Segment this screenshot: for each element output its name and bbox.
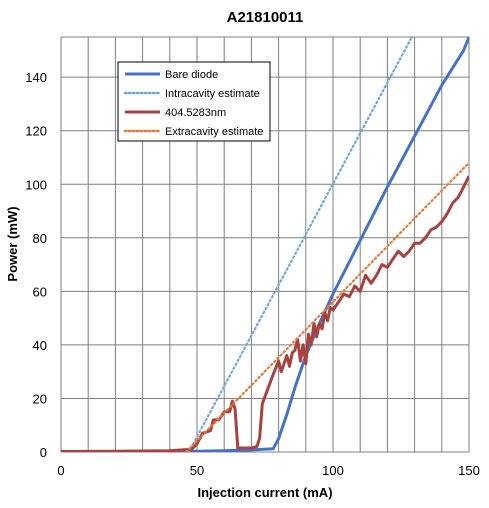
tick-labels: 0 50 100 150 0 20 40 60 80 100 120 140 [25,70,480,478]
plot-area [60,36,470,453]
y-tick-label: 0 [40,445,47,460]
y-tick-label: 60 [33,284,47,299]
y-axis-title: Power (mW) [5,206,20,281]
x-tick-label: 100 [322,463,344,478]
series-group [61,37,469,452]
y-tick-label: 100 [25,177,47,192]
legend-label: Intracavity estimate [165,88,260,100]
y-tick-label: 40 [33,338,47,353]
x-axis-title: Injection current (mA) [197,485,332,500]
legend-label: Extracavity estimate [165,126,263,138]
legend-label: 404.5283nm [165,107,226,119]
series-line-2 [61,175,469,452]
legend: Bare diode Intracavity estimate 404.5283nm… [117,61,271,142]
x-tick-label: 150 [458,463,480,478]
y-tick-label: 140 [25,70,47,85]
series-line-0 [61,37,469,452]
chart-title: A21810011 [227,9,304,26]
legend-label: Bare diode [165,69,218,81]
series-line-1 [187,37,413,452]
x-tick-label: 50 [190,463,204,478]
y-tick-label: 20 [33,391,47,406]
x-tick-label: 0 [57,463,64,478]
y-tick-label: 80 [33,231,47,246]
y-tick-label: 120 [25,124,47,139]
series-line-3 [185,161,469,452]
